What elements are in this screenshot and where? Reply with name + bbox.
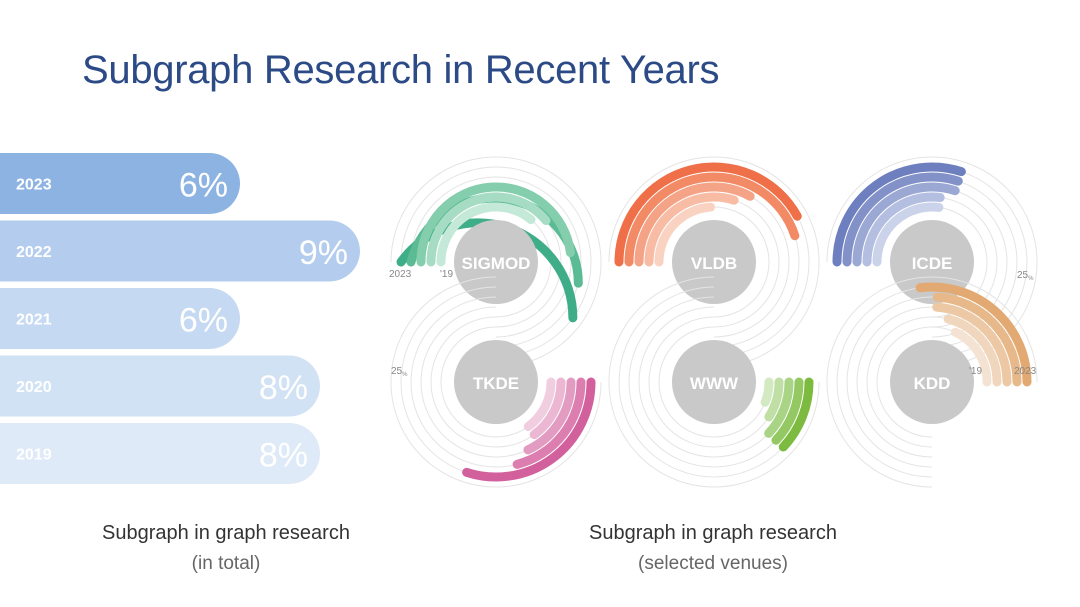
- radial-bar-2020: [426, 192, 551, 267]
- venue-disc: [890, 340, 974, 424]
- caption-venues-line2: (selected venues): [638, 553, 788, 574]
- radial-bar-2023: [915, 282, 1032, 387]
- bar-2022: [0, 220, 360, 282]
- radial-bar-2020: [862, 192, 945, 267]
- bar-2023: [0, 153, 240, 214]
- bar-value-label: 9%: [299, 234, 348, 272]
- bar-value-label: 8%: [259, 437, 308, 475]
- radial-bar-2019: [436, 202, 536, 267]
- guide-ring: [648, 316, 780, 448]
- bar-year-label: 2019: [16, 447, 52, 464]
- radial-bar-2019: [950, 327, 992, 387]
- guide-ring: [390, 276, 602, 488]
- axis-max-unit: %: [402, 372, 408, 378]
- venue-disc: [454, 340, 538, 424]
- axis-end-label: '19: [440, 269, 453, 280]
- radial-bar-2021: [764, 377, 794, 438]
- bar-year-label: 2023: [16, 177, 52, 194]
- radial-bar-2022: [771, 377, 804, 445]
- radial-bar-2022: [512, 377, 586, 469]
- guide-ring: [826, 276, 1038, 488]
- radial-bar-2019: [523, 377, 556, 431]
- venue-label: TKDE: [473, 374, 519, 393]
- radial-bar-2020: [644, 192, 739, 267]
- radial-bar-2019: [654, 202, 716, 267]
- radial-bar-2023: [832, 162, 966, 267]
- venue-label: KDD: [914, 374, 951, 393]
- axis-start-label: 2023: [389, 269, 412, 280]
- radial-bar-2023: [614, 162, 802, 267]
- venue-label: VLDB: [691, 254, 737, 273]
- radial-bar-2021: [932, 302, 1012, 387]
- venue-disc: [672, 220, 756, 304]
- guide-ring: [608, 156, 820, 368]
- bar-2021: [0, 288, 240, 349]
- radial-bar-2021: [852, 182, 960, 267]
- venue-label: ICDE: [912, 254, 953, 273]
- radial-chart-sigmod: SIGMOD: [390, 156, 602, 368]
- guide-ring: [658, 326, 770, 438]
- radial-bar-2019: [760, 377, 774, 407]
- bar-chart-total: 2023 6% 2022 9% 2021 6% 2020 8% 2019 8%: [0, 153, 360, 484]
- radial-bar-2022: [842, 172, 963, 267]
- bar-year-label: 2021: [16, 312, 52, 329]
- radial-bar-2020: [764, 377, 784, 422]
- bar-value-label: 6%: [179, 302, 228, 340]
- caption-venues-line1: Subgraph in graph research: [589, 522, 837, 544]
- radial-bar-2023: [462, 377, 596, 482]
- bar-2019: [0, 423, 320, 484]
- guide-ring: [390, 156, 602, 368]
- caption-total-line1: Subgraph in graph research: [102, 522, 350, 544]
- radial-chart-tkde: TKDE: [390, 276, 602, 488]
- caption-total: Subgraph in graph research (in total): [60, 517, 392, 579]
- venue-disc: [890, 220, 974, 304]
- venue-label: SIGMOD: [462, 254, 531, 273]
- axis-end-label: '19: [969, 366, 982, 377]
- bar-value-label: 6%: [179, 167, 228, 205]
- bar-2020: [0, 355, 320, 417]
- axis-max-label: 25%: [1017, 270, 1034, 282]
- radial-bar-2020: [943, 314, 1002, 387]
- radial-bar-2021: [523, 377, 576, 455]
- caption-total-line2: (in total): [191, 553, 261, 574]
- radial-bar-2021: [634, 182, 755, 267]
- axis-start-label: 2023: [1014, 366, 1037, 377]
- guide-ring: [608, 276, 820, 488]
- radial-bar-2019: [872, 202, 944, 267]
- radial-chart-vldb: VLDB: [608, 156, 820, 368]
- radial-bar-2023: [778, 377, 814, 452]
- venue-disc: [672, 340, 756, 424]
- radial-chart-kdd: KDD: [826, 276, 1038, 488]
- guide-ring: [400, 166, 592, 358]
- venue-label: WWW: [690, 374, 739, 393]
- radial-bar-2022: [932, 292, 1022, 387]
- bar-year-label: 2022: [16, 244, 52, 261]
- radial-chart-www: WWW: [608, 276, 820, 488]
- axis-max-unit: %: [1028, 276, 1034, 282]
- radial-bar-2022: [624, 172, 800, 267]
- bar-value-label: 8%: [259, 369, 308, 407]
- caption-venues: Subgraph in graph research (selected ven…: [548, 517, 878, 579]
- guide-ring: [410, 176, 582, 348]
- venue-disc: [454, 220, 538, 304]
- page-title: Subgraph Research in Recent Years: [82, 48, 720, 92]
- bar-year-label: 2020: [16, 379, 52, 396]
- axis-max-label: 25%: [391, 366, 408, 378]
- radial-chart-icde: ICDE: [826, 156, 1038, 368]
- radial-bar-2020: [529, 377, 566, 440]
- radial-bar-2021: [416, 182, 575, 267]
